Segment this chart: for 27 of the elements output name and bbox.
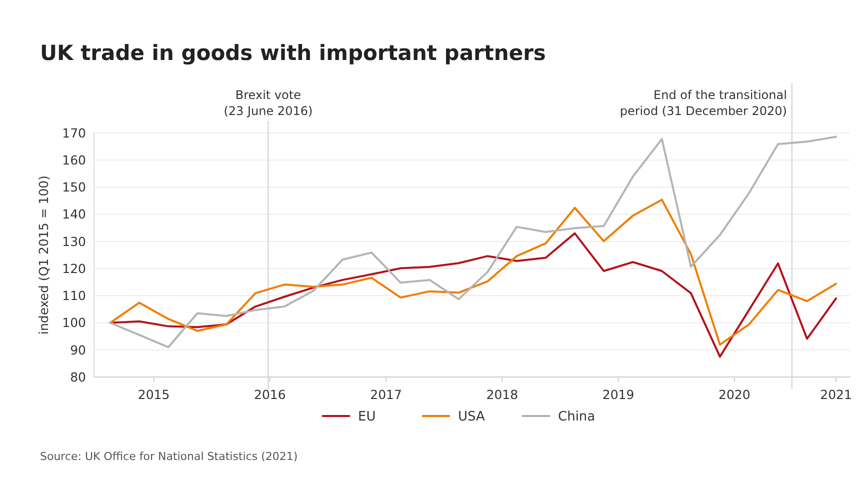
legend-label: USA: [458, 410, 486, 425]
y-axis-title: indexed (Q1 2015 = 100): [36, 175, 51, 335]
y-tick-label: 170: [62, 125, 86, 140]
source-note: Source: UK Office for National Statistics (2021): [40, 450, 298, 463]
x-tick-label: 2020: [718, 387, 750, 402]
y-tick-label: 90: [70, 342, 86, 358]
chart-title: UK trade in goods with important partners: [40, 41, 546, 65]
ref-line-label: Brexit vote (23 June 2016): [224, 88, 313, 118]
x-tick-label: 2021: [820, 387, 852, 402]
line-series: [109, 198, 838, 346]
y-tick-label: 160: [62, 152, 86, 168]
legend-label: China: [558, 410, 596, 425]
x-tick-label: 2017: [370, 387, 402, 402]
legend-label: EU: [358, 410, 376, 425]
x-tick-label: 2019: [602, 387, 634, 402]
y-tick-label: 140: [62, 206, 86, 222]
y-tick-label: 110: [62, 288, 86, 304]
y-tick-label: 130: [62, 234, 86, 249]
y-tick-label: 120: [62, 260, 86, 276]
line-series: [109, 136, 838, 348]
x-tick-label: 2016: [254, 387, 286, 402]
y-tick-label: 80: [70, 369, 86, 384]
y-tick-label: 150: [62, 180, 86, 195]
x-tick-label: 2015: [138, 387, 170, 402]
y-tick-label: 100: [62, 315, 86, 330]
x-tick-label: 2018: [486, 387, 518, 402]
ref-line-label: End of the transitional period (31 December 2020): [620, 88, 787, 118]
